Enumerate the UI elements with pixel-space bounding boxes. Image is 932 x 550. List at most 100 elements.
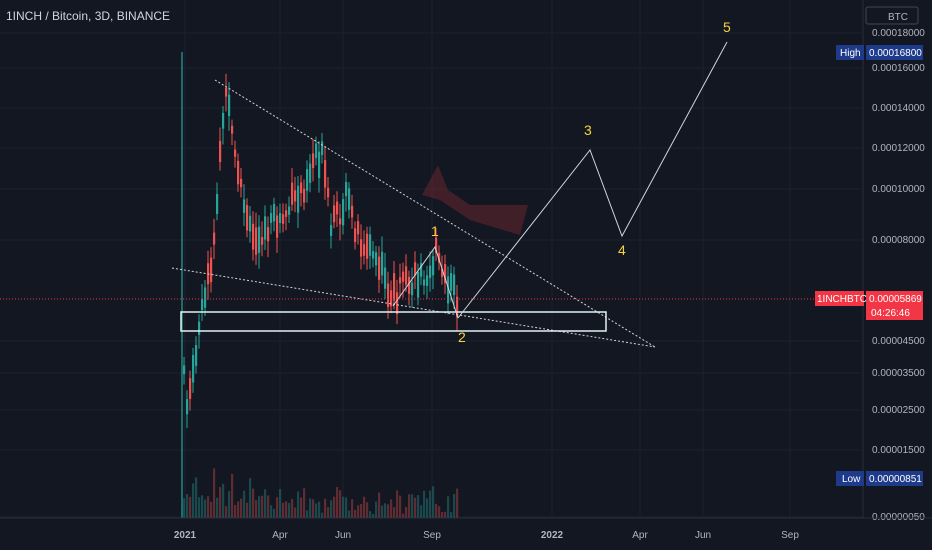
candle-body — [393, 273, 396, 301]
volume-bar — [381, 505, 384, 518]
volume-bar — [252, 488, 255, 518]
candle-body — [222, 112, 225, 129]
volume-bar — [342, 496, 345, 518]
volume-bar — [270, 505, 273, 518]
candle-body — [198, 321, 201, 335]
price-tick-label: 0.00018000 — [872, 28, 925, 39]
volume-bar — [351, 499, 354, 518]
volume-bar — [210, 501, 213, 518]
volume-bar — [186, 494, 189, 518]
volume-bar — [408, 494, 411, 518]
volume-bar — [207, 496, 210, 518]
low-value-badge — [866, 471, 923, 486]
candle-body — [351, 205, 354, 218]
candle-body — [291, 182, 294, 205]
candle-body — [429, 265, 432, 279]
price-axis-ticks: 0.00018000 0.00016000 0.00014000 0.00012000… — [872, 28, 925, 523]
high-badge — [836, 45, 864, 60]
triangle-lower-line — [171, 267, 656, 348]
volume-bar — [189, 496, 192, 518]
price-tick-label: 0.00002500 — [872, 405, 925, 416]
candle-body — [450, 273, 453, 291]
candle-body — [366, 233, 369, 259]
volume-bar — [288, 503, 291, 518]
volume-bar — [345, 497, 348, 518]
volume-bar — [231, 473, 234, 518]
volume-bar — [426, 498, 429, 518]
candle-body — [231, 125, 234, 134]
candle-body — [243, 199, 246, 213]
volume-bar — [204, 499, 207, 518]
candle-body — [258, 226, 261, 253]
volume-bar — [372, 513, 375, 518]
currency-box[interactable] — [865, 6, 919, 25]
candle-body — [399, 277, 402, 284]
candle-body — [405, 266, 408, 285]
symbol-badge — [815, 291, 864, 306]
candle-body — [219, 140, 222, 162]
candle-body — [285, 210, 288, 217]
volume-bar — [357, 505, 360, 518]
wave-label-5: 5 — [723, 19, 731, 35]
candle-body — [276, 215, 279, 238]
candle-body — [318, 151, 321, 179]
low-label: Low — [842, 474, 861, 485]
candle-body — [294, 190, 297, 202]
volume-bar — [234, 505, 237, 518]
time-tick-label: 2021 — [174, 530, 197, 541]
volume-bar — [405, 506, 408, 518]
candle-body — [441, 268, 444, 277]
time-tick-label: Jun — [335, 530, 351, 541]
candle-body — [330, 225, 333, 236]
candle-body — [360, 239, 363, 257]
volume-bar — [366, 502, 369, 518]
candle-body — [456, 296, 459, 318]
candle-body — [210, 257, 213, 283]
volume-bar — [249, 478, 252, 518]
candle-body — [249, 215, 252, 232]
volume-bar — [276, 497, 279, 518]
candle-body — [288, 206, 291, 215]
currency-label: BTC — [888, 12, 908, 23]
volume-bar — [321, 512, 324, 518]
volume-bars — [183, 468, 459, 518]
volume-bar — [348, 510, 351, 518]
candle-body — [435, 237, 438, 254]
volume-bar — [240, 498, 243, 518]
candle-body — [237, 160, 240, 185]
candle-body — [279, 213, 282, 224]
high-label: High — [840, 48, 861, 59]
candle-body — [270, 213, 273, 223]
low-value: 0.00000851 — [869, 474, 922, 485]
volume-bar — [402, 513, 405, 518]
candle-body — [348, 188, 351, 210]
volume-bar — [285, 501, 288, 518]
volume-bar — [387, 504, 390, 518]
candle-body — [414, 262, 417, 276]
volume-bar — [429, 490, 432, 518]
volume-bar — [435, 503, 438, 518]
candle-body — [354, 228, 357, 242]
candle-body — [252, 223, 255, 250]
candlesticks — [181, 52, 459, 518]
wave-label-2: 2 — [458, 329, 466, 345]
volume-bar — [456, 488, 459, 518]
volume-bar — [309, 498, 312, 518]
candle-body — [312, 153, 315, 168]
chart-title: 1INCH / Bitcoin, 3D, BINANCE — [6, 9, 171, 23]
volume-bar — [237, 501, 240, 518]
candle-body — [255, 227, 258, 255]
time-tick-label: Jun — [695, 530, 711, 541]
bar-countdown: 04:26:46 — [871, 308, 910, 319]
volume-bar — [291, 498, 294, 518]
volume-bar — [213, 468, 216, 518]
candle-body — [378, 256, 381, 280]
volume-bar — [192, 483, 195, 518]
volume-bar — [411, 494, 414, 518]
volume-bar — [300, 497, 303, 518]
price-tick-label: 0.00010000 — [872, 184, 925, 195]
candle-body — [183, 365, 186, 375]
candle-body — [333, 205, 336, 223]
time-tick-label: Apr — [272, 530, 288, 541]
